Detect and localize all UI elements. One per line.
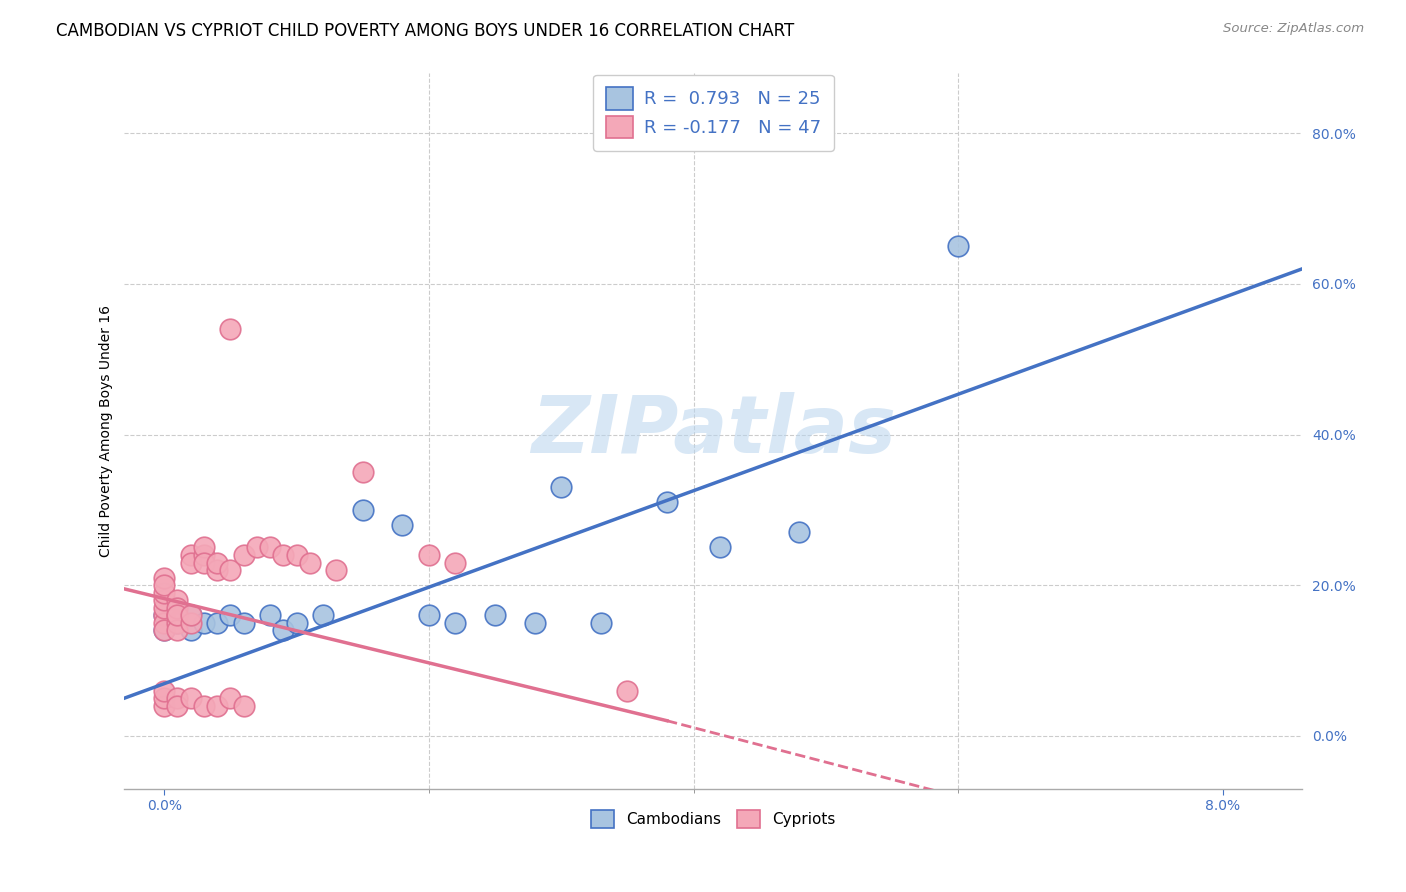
- Point: [589, 615, 612, 630]
- Point: [180, 691, 202, 706]
- Point: [205, 615, 228, 630]
- Point: [205, 563, 228, 577]
- Point: [232, 548, 254, 562]
- Point: [616, 683, 638, 698]
- Point: [166, 615, 188, 630]
- Point: [219, 322, 242, 336]
- Point: [166, 624, 188, 638]
- Point: [193, 698, 215, 713]
- Point: [166, 615, 188, 630]
- Point: [259, 608, 281, 623]
- Point: [219, 691, 242, 706]
- Point: [153, 585, 176, 599]
- Point: [312, 608, 335, 623]
- Point: [418, 548, 440, 562]
- Point: [271, 548, 294, 562]
- Point: [232, 615, 254, 630]
- Text: Source: ZipAtlas.com: Source: ZipAtlas.com: [1223, 22, 1364, 36]
- Y-axis label: Child Poverty Among Boys Under 16: Child Poverty Among Boys Under 16: [100, 305, 114, 557]
- Point: [193, 615, 215, 630]
- Point: [285, 548, 308, 562]
- Point: [259, 541, 281, 555]
- Point: [180, 556, 202, 570]
- Point: [246, 541, 269, 555]
- Point: [219, 563, 242, 577]
- Point: [523, 615, 546, 630]
- Point: [180, 615, 202, 630]
- Point: [709, 541, 731, 555]
- Point: [180, 624, 202, 638]
- Point: [180, 608, 202, 623]
- Point: [153, 624, 176, 638]
- Point: [352, 503, 374, 517]
- Point: [153, 698, 176, 713]
- Point: [166, 698, 188, 713]
- Point: [484, 608, 506, 623]
- Point: [444, 615, 467, 630]
- Point: [205, 698, 228, 713]
- Point: [153, 691, 176, 706]
- Point: [153, 578, 176, 592]
- Point: [298, 556, 321, 570]
- Point: [193, 541, 215, 555]
- Point: [180, 548, 202, 562]
- Point: [153, 593, 176, 607]
- Point: [391, 517, 413, 532]
- Legend: Cambodians, Cypriots: Cambodians, Cypriots: [585, 804, 841, 835]
- Point: [789, 525, 811, 540]
- Point: [153, 608, 176, 623]
- Point: [153, 608, 176, 623]
- Point: [205, 556, 228, 570]
- Point: [193, 556, 215, 570]
- Point: [166, 608, 188, 623]
- Point: [180, 608, 202, 623]
- Point: [166, 608, 188, 623]
- Text: CAMBODIAN VS CYPRIOT CHILD POVERTY AMONG BOYS UNDER 16 CORRELATION CHART: CAMBODIAN VS CYPRIOT CHILD POVERTY AMONG…: [56, 22, 794, 40]
- Point: [166, 691, 188, 706]
- Point: [285, 615, 308, 630]
- Point: [219, 608, 242, 623]
- Text: ZIPatlas: ZIPatlas: [531, 392, 896, 470]
- Point: [946, 239, 969, 253]
- Point: [153, 600, 176, 615]
- Point: [550, 480, 572, 494]
- Point: [232, 698, 254, 713]
- Point: [166, 600, 188, 615]
- Point: [352, 465, 374, 479]
- Point: [193, 548, 215, 562]
- Point: [166, 600, 188, 615]
- Point: [166, 593, 188, 607]
- Point: [655, 495, 678, 509]
- Point: [271, 624, 294, 638]
- Point: [153, 683, 176, 698]
- Point: [325, 563, 347, 577]
- Point: [153, 615, 176, 630]
- Point: [444, 556, 467, 570]
- Point: [153, 571, 176, 585]
- Point: [153, 624, 176, 638]
- Point: [418, 608, 440, 623]
